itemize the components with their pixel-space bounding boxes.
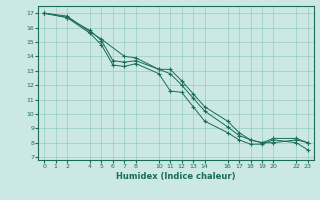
X-axis label: Humidex (Indice chaleur): Humidex (Indice chaleur)	[116, 172, 236, 181]
